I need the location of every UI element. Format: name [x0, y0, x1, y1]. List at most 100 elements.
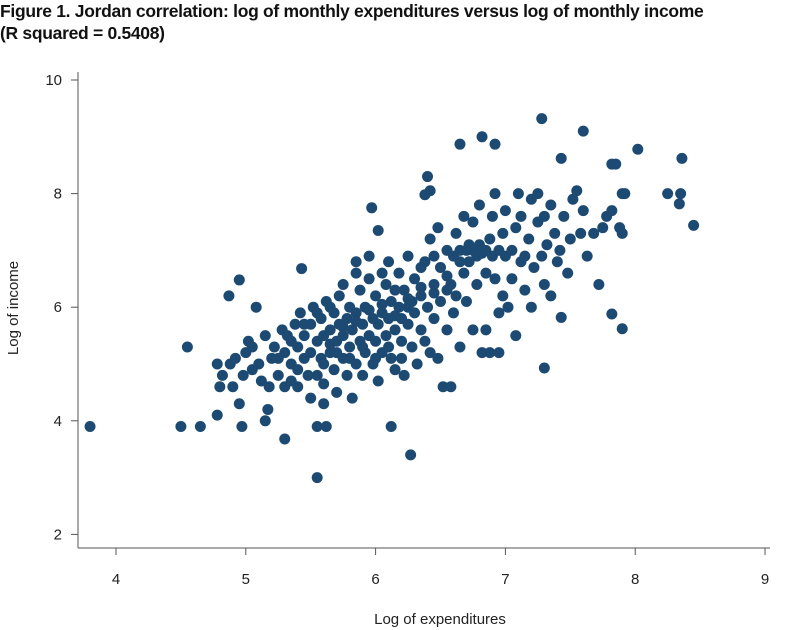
data-point [428, 287, 440, 299]
data-point [194, 420, 206, 432]
y-tick-label: 6 [54, 299, 62, 316]
data-point [458, 267, 470, 279]
x-tick-label: 4 [112, 571, 120, 588]
data-point [581, 250, 593, 262]
data-point [673, 198, 685, 210]
data-point [571, 185, 583, 197]
data-point [619, 188, 631, 200]
data-point [489, 273, 501, 285]
data-point [554, 244, 566, 256]
data-point [480, 324, 492, 336]
data-point [493, 347, 505, 359]
y-axis-title: Log of income [5, 261, 22, 355]
data-point [84, 420, 96, 432]
data-point [350, 267, 362, 279]
data-point [324, 301, 336, 313]
data-point [549, 227, 561, 239]
data-point [432, 222, 444, 234]
data-point [415, 281, 427, 293]
data-point [311, 369, 323, 381]
data-point [320, 420, 332, 432]
data-point [662, 188, 674, 200]
data-point [555, 311, 567, 323]
data-point [610, 158, 622, 170]
data-point [350, 256, 362, 268]
x-tick-label: 5 [242, 571, 250, 588]
data-point [441, 270, 453, 282]
title-line-2: (R squared = 0.5408) [0, 23, 165, 43]
data-point [588, 227, 600, 239]
data-point [445, 381, 457, 393]
data-point [538, 362, 550, 374]
data-point [419, 335, 431, 347]
data-point [385, 420, 397, 432]
data-point [398, 284, 410, 296]
data-point [489, 138, 501, 150]
figure-title: Figure 1. Jordan correlation: log of mon… [0, 0, 800, 44]
data-point [372, 225, 384, 237]
x-axis-title: Log of expenditures [374, 611, 506, 628]
data-point [318, 358, 330, 370]
data-point [298, 330, 310, 342]
data-point [385, 352, 397, 364]
data-point [285, 375, 297, 387]
data-point [346, 392, 358, 404]
data-point [497, 227, 509, 239]
data-point [493, 307, 505, 319]
data-point [393, 267, 405, 279]
data-point [268, 341, 280, 353]
data-point [424, 233, 436, 245]
data-point [538, 210, 550, 222]
data-point [318, 398, 330, 410]
data-point [389, 324, 401, 336]
y-tick-label: 2 [54, 526, 62, 543]
data-point [502, 301, 514, 313]
data-point [211, 409, 223, 421]
data-point [233, 274, 245, 286]
data-point [432, 352, 444, 364]
data-point [402, 250, 414, 262]
data-point [428, 313, 440, 325]
data-point [337, 330, 349, 342]
data-point [525, 301, 537, 313]
data-point [350, 315, 362, 327]
data-point [366, 202, 378, 214]
data-point [363, 273, 375, 285]
data-point [328, 364, 340, 376]
data-point [422, 301, 434, 313]
data-point [447, 307, 459, 319]
data-point [422, 171, 434, 183]
data-point [236, 420, 248, 432]
data-point [616, 227, 628, 239]
data-point [510, 222, 522, 234]
data-point [415, 290, 427, 302]
data-point [259, 330, 271, 342]
data-point [577, 125, 589, 137]
data-point [519, 250, 531, 262]
data-point [450, 290, 462, 302]
data-point [396, 352, 408, 364]
data-point [577, 205, 589, 217]
data-point [318, 378, 330, 390]
data-point [214, 381, 226, 393]
data-point [411, 358, 423, 370]
data-point [389, 310, 401, 322]
data-point [393, 301, 405, 313]
data-point [510, 330, 522, 342]
data-point [333, 290, 345, 302]
data-point [354, 284, 366, 296]
data-point [216, 369, 228, 381]
y-tick-label: 10 [45, 72, 62, 89]
data-point [450, 227, 462, 239]
data-point [223, 290, 235, 302]
y-tick-label: 4 [54, 413, 62, 430]
y-ticks: 2 4 6 8 10 [45, 72, 78, 543]
data-point [259, 415, 271, 427]
data-point [344, 341, 356, 353]
data-point [528, 261, 540, 273]
data-point [532, 188, 544, 200]
data-point [506, 244, 518, 256]
data-point [331, 347, 343, 359]
data-point [250, 301, 262, 313]
